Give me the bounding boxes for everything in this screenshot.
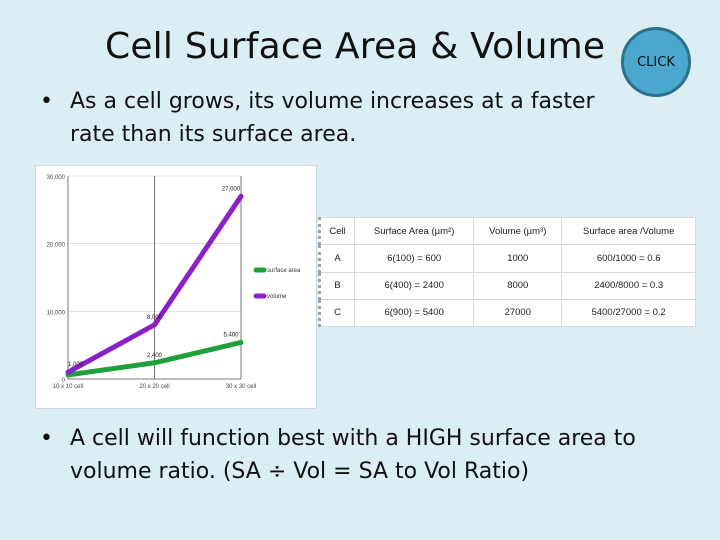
y-tick-label: 10,000 [47, 310, 66, 316]
table-header-cell: Surface Area (µm²) [354, 216, 475, 246]
table-header-row: Cell Surface Area (µm²) Volume (µm³) Sur… [317, 216, 696, 246]
bullet-1: • As a cell grows, its volume increases … [40, 85, 640, 151]
x-tick-label: 20 x 20 cell [139, 384, 169, 390]
y-tick-label: 0 [62, 378, 66, 384]
bullet-2: • A cell will function best with a HIGH … [40, 422, 700, 488]
line-chart: 0 10,000 20,000 30,000 10 x 10 cell 20 x 20 c… [47, 175, 301, 390]
table-cell: B [317, 271, 356, 300]
bullet-dot: • [40, 426, 53, 451]
table-cell: 27000 [473, 298, 563, 328]
y-tick-label: 20,000 [47, 243, 66, 249]
data-point [152, 360, 157, 366]
table-cell: A [317, 244, 356, 273]
slide-title: Cell Surface Area & Volume [105, 26, 606, 67]
data-point [238, 339, 244, 345]
table-cell: 1000 [473, 244, 563, 273]
data-point [238, 193, 244, 199]
table-cell: 2400/8000 = 0.3 [561, 271, 696, 300]
data-label: 8,000 [147, 315, 163, 321]
bullet-1-text: As a cell grows, its volume increases at… [70, 89, 595, 147]
legend-label: surface area [267, 268, 301, 274]
data-label: 27,000 [222, 186, 241, 192]
x-tick-label: 30 x 30 cell [226, 384, 256, 390]
table-header-cell: Cell [317, 216, 356, 246]
click-button-label: CLICK [637, 54, 675, 70]
legend-label: volume [267, 294, 287, 300]
data-point [152, 322, 157, 328]
table-cell: 5400/27000 = 0.2 [561, 298, 696, 328]
data-point [65, 369, 71, 375]
table-row: C 6(900) = 5400 27000 5400/27000 = 0.2 [317, 298, 696, 328]
table-cell: 600/1000 = 0.6 [561, 244, 696, 273]
table-cell: 6(100) = 600 [354, 244, 475, 273]
bullet-2-text: A cell will function best with a HIGH su… [70, 426, 636, 484]
ratio-table: Cell Surface Area (µm²) Volume (µm³) Sur… [317, 216, 696, 328]
table-row: A 6(100) = 600 1000 600/1000 = 0.6 [317, 244, 696, 273]
table-cell: 6(400) = 2400 [354, 271, 475, 300]
data-label: 1,000 [68, 362, 84, 368]
table-row: B 6(400) = 2400 8000 2400/8000 = 0.3 [317, 271, 696, 300]
data-label: 2,400 [147, 353, 163, 359]
chart: 0 10,000 20,000 30,000 10 x 10 cell 20 x 20 c… [35, 165, 317, 409]
table-header-cell: Volume (µm³) [473, 216, 563, 246]
table-cell: 6(900) = 5400 [354, 298, 475, 328]
table-cell: 8000 [473, 271, 563, 300]
table-header-cell: Surface area /Volume [561, 216, 696, 246]
bullet-dot: • [40, 89, 53, 114]
x-tick-label: 10 x 10 cell [53, 384, 83, 390]
click-button[interactable]: CLICK [621, 27, 691, 97]
table-cell: C [317, 298, 356, 328]
y-tick-label: 30,000 [47, 175, 66, 181]
data-label: 5,400 [223, 332, 239, 338]
